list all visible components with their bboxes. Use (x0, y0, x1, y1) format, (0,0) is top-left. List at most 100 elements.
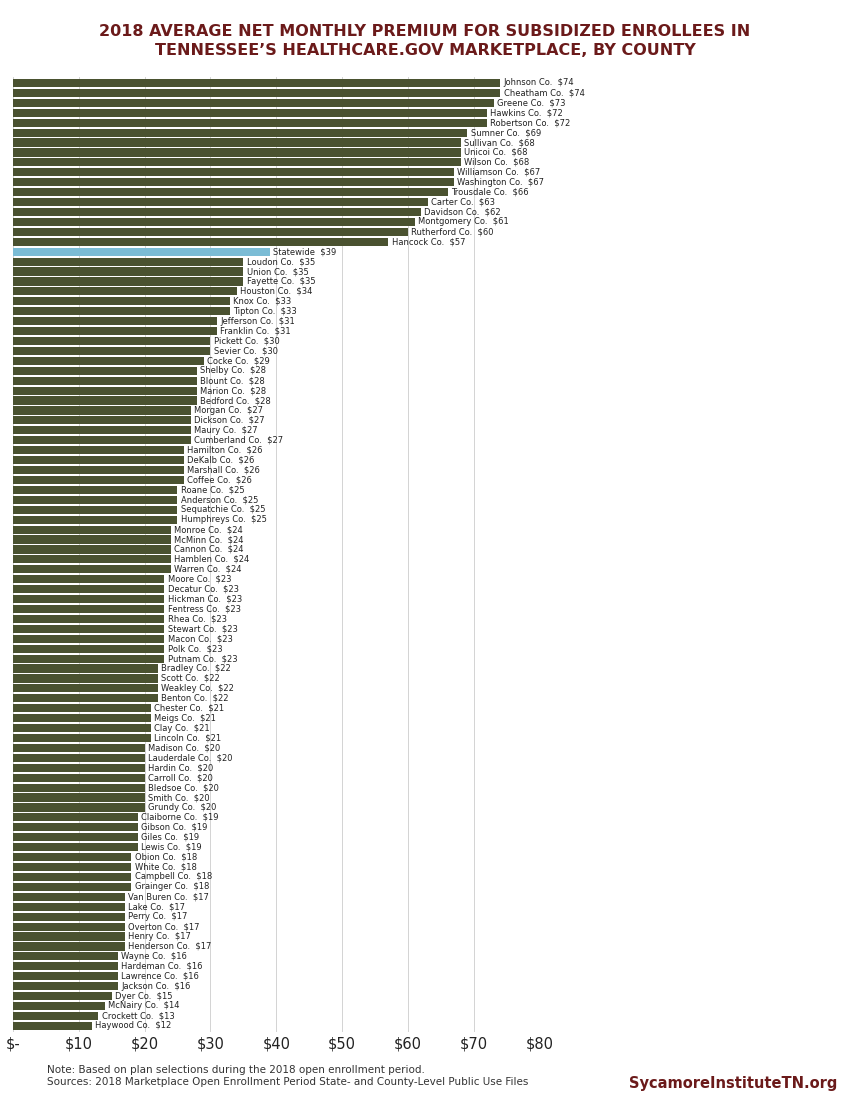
Text: Marion Co.  $28: Marion Co. $28 (201, 386, 267, 395)
Bar (13, 516, 178, 524)
Bar (13, 903, 125, 911)
Bar (13, 585, 164, 593)
Text: Union Co.  $35: Union Co. $35 (246, 267, 309, 276)
Text: Morgan Co.  $27: Morgan Co. $27 (194, 406, 263, 415)
Text: Cocke Co.  $29: Cocke Co. $29 (207, 356, 269, 365)
Text: Jefferson Co.  $31: Jefferson Co. $31 (220, 317, 295, 326)
Bar (13, 416, 190, 425)
Bar (13, 575, 164, 583)
Text: Stewart Co.  $23: Stewart Co. $23 (167, 625, 237, 634)
Bar (13, 1002, 105, 1010)
Text: Giles Co.  $19: Giles Co. $19 (141, 833, 200, 842)
Text: Blount Co.  $28: Blount Co. $28 (201, 376, 265, 385)
Text: Hawkins Co.  $72: Hawkins Co. $72 (490, 108, 563, 118)
Bar (13, 943, 125, 950)
Bar (13, 546, 171, 553)
Bar (13, 833, 138, 842)
Bar (13, 536, 171, 543)
Text: Monroe Co.  $24: Monroe Co. $24 (174, 525, 243, 535)
Text: Trousdale Co.  $66: Trousdale Co. $66 (450, 188, 529, 197)
Bar (13, 158, 461, 166)
Text: Davidson Co.  $62: Davidson Co. $62 (424, 208, 501, 217)
Text: Hardeman Co.  $16: Hardeman Co. $16 (122, 961, 203, 971)
Text: DeKalb Co.  $26: DeKalb Co. $26 (187, 455, 255, 464)
Bar (13, 188, 447, 196)
Bar (13, 297, 230, 306)
Text: Gibson Co.  $19: Gibson Co. $19 (141, 823, 207, 832)
Bar (13, 129, 468, 136)
Bar (13, 883, 131, 891)
Bar (13, 327, 217, 336)
Text: Unicoi Co.  $68: Unicoi Co. $68 (464, 147, 528, 157)
Text: Knox Co.  $33: Knox Co. $33 (234, 297, 292, 306)
Bar (13, 148, 461, 156)
Text: Perry Co.  $17: Perry Co. $17 (128, 912, 187, 921)
Bar (13, 506, 178, 514)
Bar (13, 913, 125, 921)
Text: Carroll Co.  $20: Carroll Co. $20 (148, 773, 212, 782)
Bar (13, 724, 151, 733)
Bar (13, 923, 125, 931)
Text: Clay Co.  $21: Clay Co. $21 (155, 724, 210, 733)
Text: Warren Co.  $24: Warren Co. $24 (174, 564, 241, 574)
Text: Campbell Co.  $18: Campbell Co. $18 (134, 872, 212, 881)
Bar (13, 89, 500, 97)
Bar (13, 486, 178, 494)
Text: Coffee Co.  $26: Coffee Co. $26 (187, 475, 252, 484)
Bar (13, 615, 164, 623)
Text: Claiborne Co.  $19: Claiborne Co. $19 (141, 813, 218, 822)
Bar (13, 972, 118, 980)
Text: Pickett Co.  $30: Pickett Co. $30 (213, 337, 280, 345)
Text: Chester Co.  $21: Chester Co. $21 (155, 704, 224, 713)
Text: Hancock Co.  $57: Hancock Co. $57 (392, 238, 465, 246)
Text: Meigs Co.  $21: Meigs Co. $21 (155, 714, 216, 723)
Text: Benton Co.  $22: Benton Co. $22 (161, 694, 229, 703)
Text: Cheatham Co.  $74: Cheatham Co. $74 (503, 88, 585, 98)
Bar (13, 406, 190, 415)
Bar (13, 218, 415, 226)
Text: Wilson Co.  $68: Wilson Co. $68 (464, 158, 530, 167)
Text: Hamblen Co.  $24: Hamblen Co. $24 (174, 554, 249, 564)
Bar (13, 466, 184, 474)
Bar (13, 267, 243, 276)
Bar (13, 674, 158, 682)
Bar (13, 1022, 92, 1030)
Bar (13, 1012, 99, 1020)
Bar (13, 476, 184, 484)
Text: Rhea Co.  $23: Rhea Co. $23 (167, 615, 227, 624)
Bar (13, 625, 164, 632)
Bar (13, 893, 125, 901)
Bar (13, 843, 138, 851)
Bar (13, 565, 171, 573)
Bar (13, 257, 243, 266)
Bar (13, 238, 388, 245)
Text: Haywood Co.  $12: Haywood Co. $12 (95, 1021, 172, 1031)
Bar (13, 783, 145, 792)
Text: Cumberland Co.  $27: Cumberland Co. $27 (194, 436, 283, 444)
Bar (13, 79, 500, 87)
Bar (13, 763, 145, 772)
Text: Statewide  $39: Statewide $39 (273, 248, 337, 256)
Text: Johnson Co.  $74: Johnson Co. $74 (503, 78, 574, 88)
Text: Note: Based on plan selections during the 2018 open enrollment period.
Sources: : Note: Based on plan selections during th… (47, 1065, 528, 1087)
Text: Hardin Co.  $20: Hardin Co. $20 (148, 763, 213, 772)
Text: Franklin Co.  $31: Franklin Co. $31 (220, 327, 291, 336)
Text: Carter Co.  $63: Carter Co. $63 (431, 198, 495, 207)
Text: Cannon Co.  $24: Cannon Co. $24 (174, 544, 244, 554)
Text: Moore Co.  $23: Moore Co. $23 (167, 574, 231, 584)
Bar (13, 933, 125, 940)
Bar (13, 714, 151, 723)
Text: Lawrence Co.  $16: Lawrence Co. $16 (122, 971, 199, 981)
Bar (13, 109, 487, 117)
Bar (13, 99, 494, 107)
Text: Wayne Co.  $16: Wayne Co. $16 (122, 952, 187, 961)
Bar (13, 823, 138, 832)
Text: Sevier Co.  $30: Sevier Co. $30 (213, 346, 278, 355)
Text: Henderson Co.  $17: Henderson Co. $17 (128, 942, 212, 950)
Text: Houston Co.  $34: Houston Co. $34 (240, 287, 313, 296)
Bar (13, 773, 145, 782)
Text: Weakley Co.  $22: Weakley Co. $22 (161, 684, 234, 693)
Text: Rutherford Co.  $60: Rutherford Co. $60 (411, 228, 494, 236)
Text: Obion Co.  $18: Obion Co. $18 (134, 852, 197, 861)
Bar (13, 864, 131, 871)
